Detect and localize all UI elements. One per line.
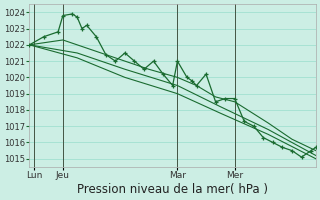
X-axis label: Pression niveau de la mer( hPa ): Pression niveau de la mer( hPa ) (77, 183, 268, 196)
